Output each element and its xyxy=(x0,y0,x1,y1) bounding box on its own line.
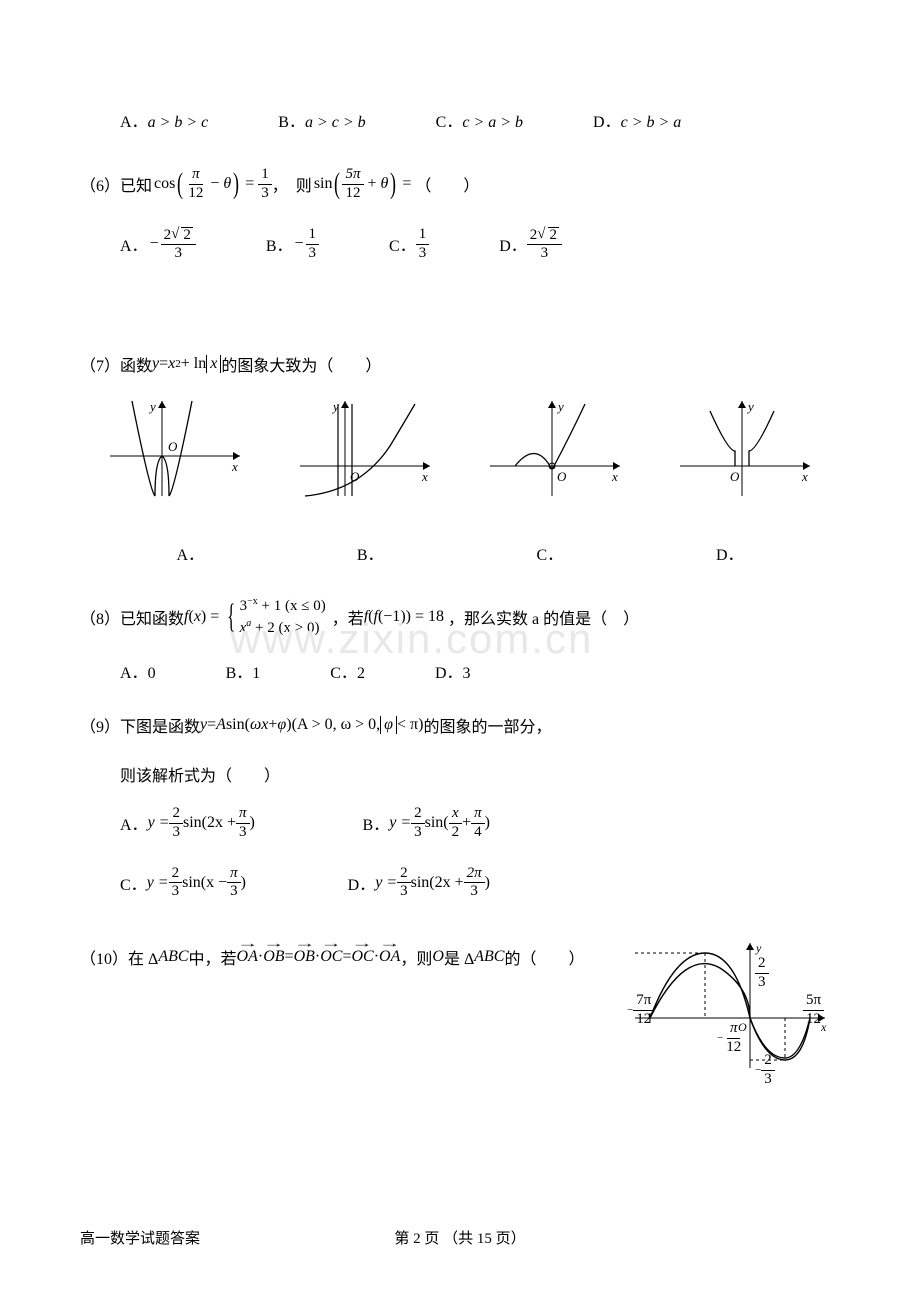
blank: （ ） xyxy=(415,172,479,196)
f: f xyxy=(184,608,188,626)
q10-stem4: 是 Δ xyxy=(444,945,474,969)
fig-pi-12: −π12 xyxy=(717,1021,744,1056)
eq: = xyxy=(159,355,168,373)
theta: θ xyxy=(223,175,231,193)
q9-number: （9） xyxy=(80,713,120,737)
q9-stem1: 下图是函数 xyxy=(120,713,200,737)
q6-optC: C． 13 xyxy=(389,227,429,263)
q9-optC: C． y = 23 sin(x − π3 ) xyxy=(120,866,278,901)
q9-optA: A． y = 23 sin(2x + π3 ) xyxy=(120,806,293,841)
svg-text:x: x xyxy=(611,469,618,484)
plus: + xyxy=(368,175,377,193)
graph-D: O x y xyxy=(670,396,820,511)
q10-number: （10） xyxy=(80,945,128,969)
comma: ， xyxy=(272,172,288,196)
x: x xyxy=(194,608,201,626)
graph-C-svg: O x y xyxy=(480,396,630,506)
lparen: ( xyxy=(177,167,183,201)
then: 则 xyxy=(296,172,312,196)
svg-text:O: O xyxy=(168,439,178,454)
q9: （9） 下图是函数 y = Asin(ωx + φ)(A > 0, ω > 0,… xyxy=(80,713,840,900)
plusln: + ln xyxy=(181,355,206,373)
q7-graphs: O x y O x y O xyxy=(100,396,820,511)
labB: B． xyxy=(357,541,384,565)
abs-x: x xyxy=(206,355,221,373)
eq: = xyxy=(210,608,219,626)
vec-OA2: OA xyxy=(379,948,400,966)
graph-A: O x y xyxy=(100,396,250,511)
q9-stem2: 的图象的一部分， xyxy=(423,713,551,737)
q5-optB: B．a > c > b xyxy=(278,108,365,132)
q7: （7） 函数 y = x2 + ln x 的图象大致为（ ） O x y xyxy=(80,352,840,565)
vec-OB: OB xyxy=(263,948,284,966)
lparen2: ( xyxy=(334,167,340,201)
svg-text:O: O xyxy=(730,469,740,484)
eq2: = xyxy=(402,175,411,193)
labD: D． xyxy=(716,541,744,565)
q8-optA: A．0 xyxy=(120,659,156,683)
fig-5pi-12: 5π12 xyxy=(803,993,824,1028)
watermark: www.zixin.com.cn xyxy=(230,615,593,663)
svg-text:O: O xyxy=(557,469,567,484)
rparen: ) xyxy=(233,167,239,201)
q7-number: （7） xyxy=(80,352,120,376)
q5-options: A．a > b > c B．a > c > b C．c > a > b D．c … xyxy=(80,108,840,132)
cos: cos xyxy=(154,175,175,193)
svg-text:x: x xyxy=(421,469,428,484)
sin: sin xyxy=(314,175,333,193)
one-third: 13 xyxy=(258,167,272,202)
graph-B-svg: O x y xyxy=(290,396,440,506)
x: x xyxy=(168,355,175,373)
q7-stem1: 函数 xyxy=(120,352,152,376)
eq: = xyxy=(245,175,254,193)
q9-stem3: 则该解析式为（ ） xyxy=(120,762,840,786)
q6-optA: A． − 2√23 xyxy=(120,227,196,263)
q9-optB: B． y = 23 sin( x2 + π4 ) xyxy=(363,806,490,841)
fig-2-3-top: 23 xyxy=(755,956,769,991)
5pi-12: 5π12 xyxy=(342,167,363,202)
svg-text:y: y xyxy=(746,399,754,414)
q6-optD: D． 2√23 xyxy=(499,227,562,263)
y: y xyxy=(152,355,159,373)
svg-text:y: y xyxy=(556,399,564,414)
q5-optA: A．a > b > c xyxy=(120,108,208,132)
fig-7pi-12: −7π12 xyxy=(627,993,654,1028)
graph-A-svg: O x y xyxy=(100,396,250,506)
svg-text:x: x xyxy=(801,469,808,484)
minus: − xyxy=(210,175,219,193)
q5-optD: D．c > b > a xyxy=(593,108,681,132)
footer-left: 高一数学试题答案 xyxy=(80,1227,200,1248)
q10-stem5: 的（ ） xyxy=(504,945,584,969)
pi-12: π12 xyxy=(185,167,206,202)
graph-B: O x y xyxy=(290,396,440,511)
q6-optB: B． − 13 xyxy=(266,227,319,263)
q9-figure: y x O 23 −23 −7π12 5π12 −π12 xyxy=(625,938,835,1083)
rparen2: ) xyxy=(390,167,396,201)
graph-C: O x y xyxy=(480,396,630,511)
q5-optC: C．c > a > b xyxy=(436,108,523,132)
q7-stem2: 的图象大致为（ ） xyxy=(221,352,381,376)
q8-stem1: 已知函数 xyxy=(120,605,184,629)
theta2: θ xyxy=(381,175,389,193)
labA: A． xyxy=(176,541,204,565)
fig-2-3-bot: −23 xyxy=(755,1053,775,1088)
svg-text:x: x xyxy=(231,459,238,474)
svg-text:y: y xyxy=(755,941,762,955)
q9-optD: D． y = 23 sin(2x + 2π3 ) xyxy=(348,866,490,901)
labC: C． xyxy=(536,541,563,565)
graph-D-svg: O x y xyxy=(670,396,820,506)
q8-number: （8） xyxy=(80,605,120,629)
footer-center: 第 2 页 （共 15 页） xyxy=(394,1227,525,1248)
q6: （6） 已知 cos ( π12 − θ ) = 13 ， 则 sin ( 5π… xyxy=(80,167,840,262)
q10-stem1: 在 Δ xyxy=(128,945,158,969)
page-footer: 高一数学试题答案 第 2 页 （共 15 页） xyxy=(80,1227,840,1248)
vec-OC: OC xyxy=(320,948,342,966)
svg-text:y: y xyxy=(148,399,156,414)
q6-number: （6） xyxy=(80,172,120,196)
q7-graph-labels: A． B． C． D． xyxy=(100,541,820,565)
q6-prefix: 已知 xyxy=(120,172,152,196)
